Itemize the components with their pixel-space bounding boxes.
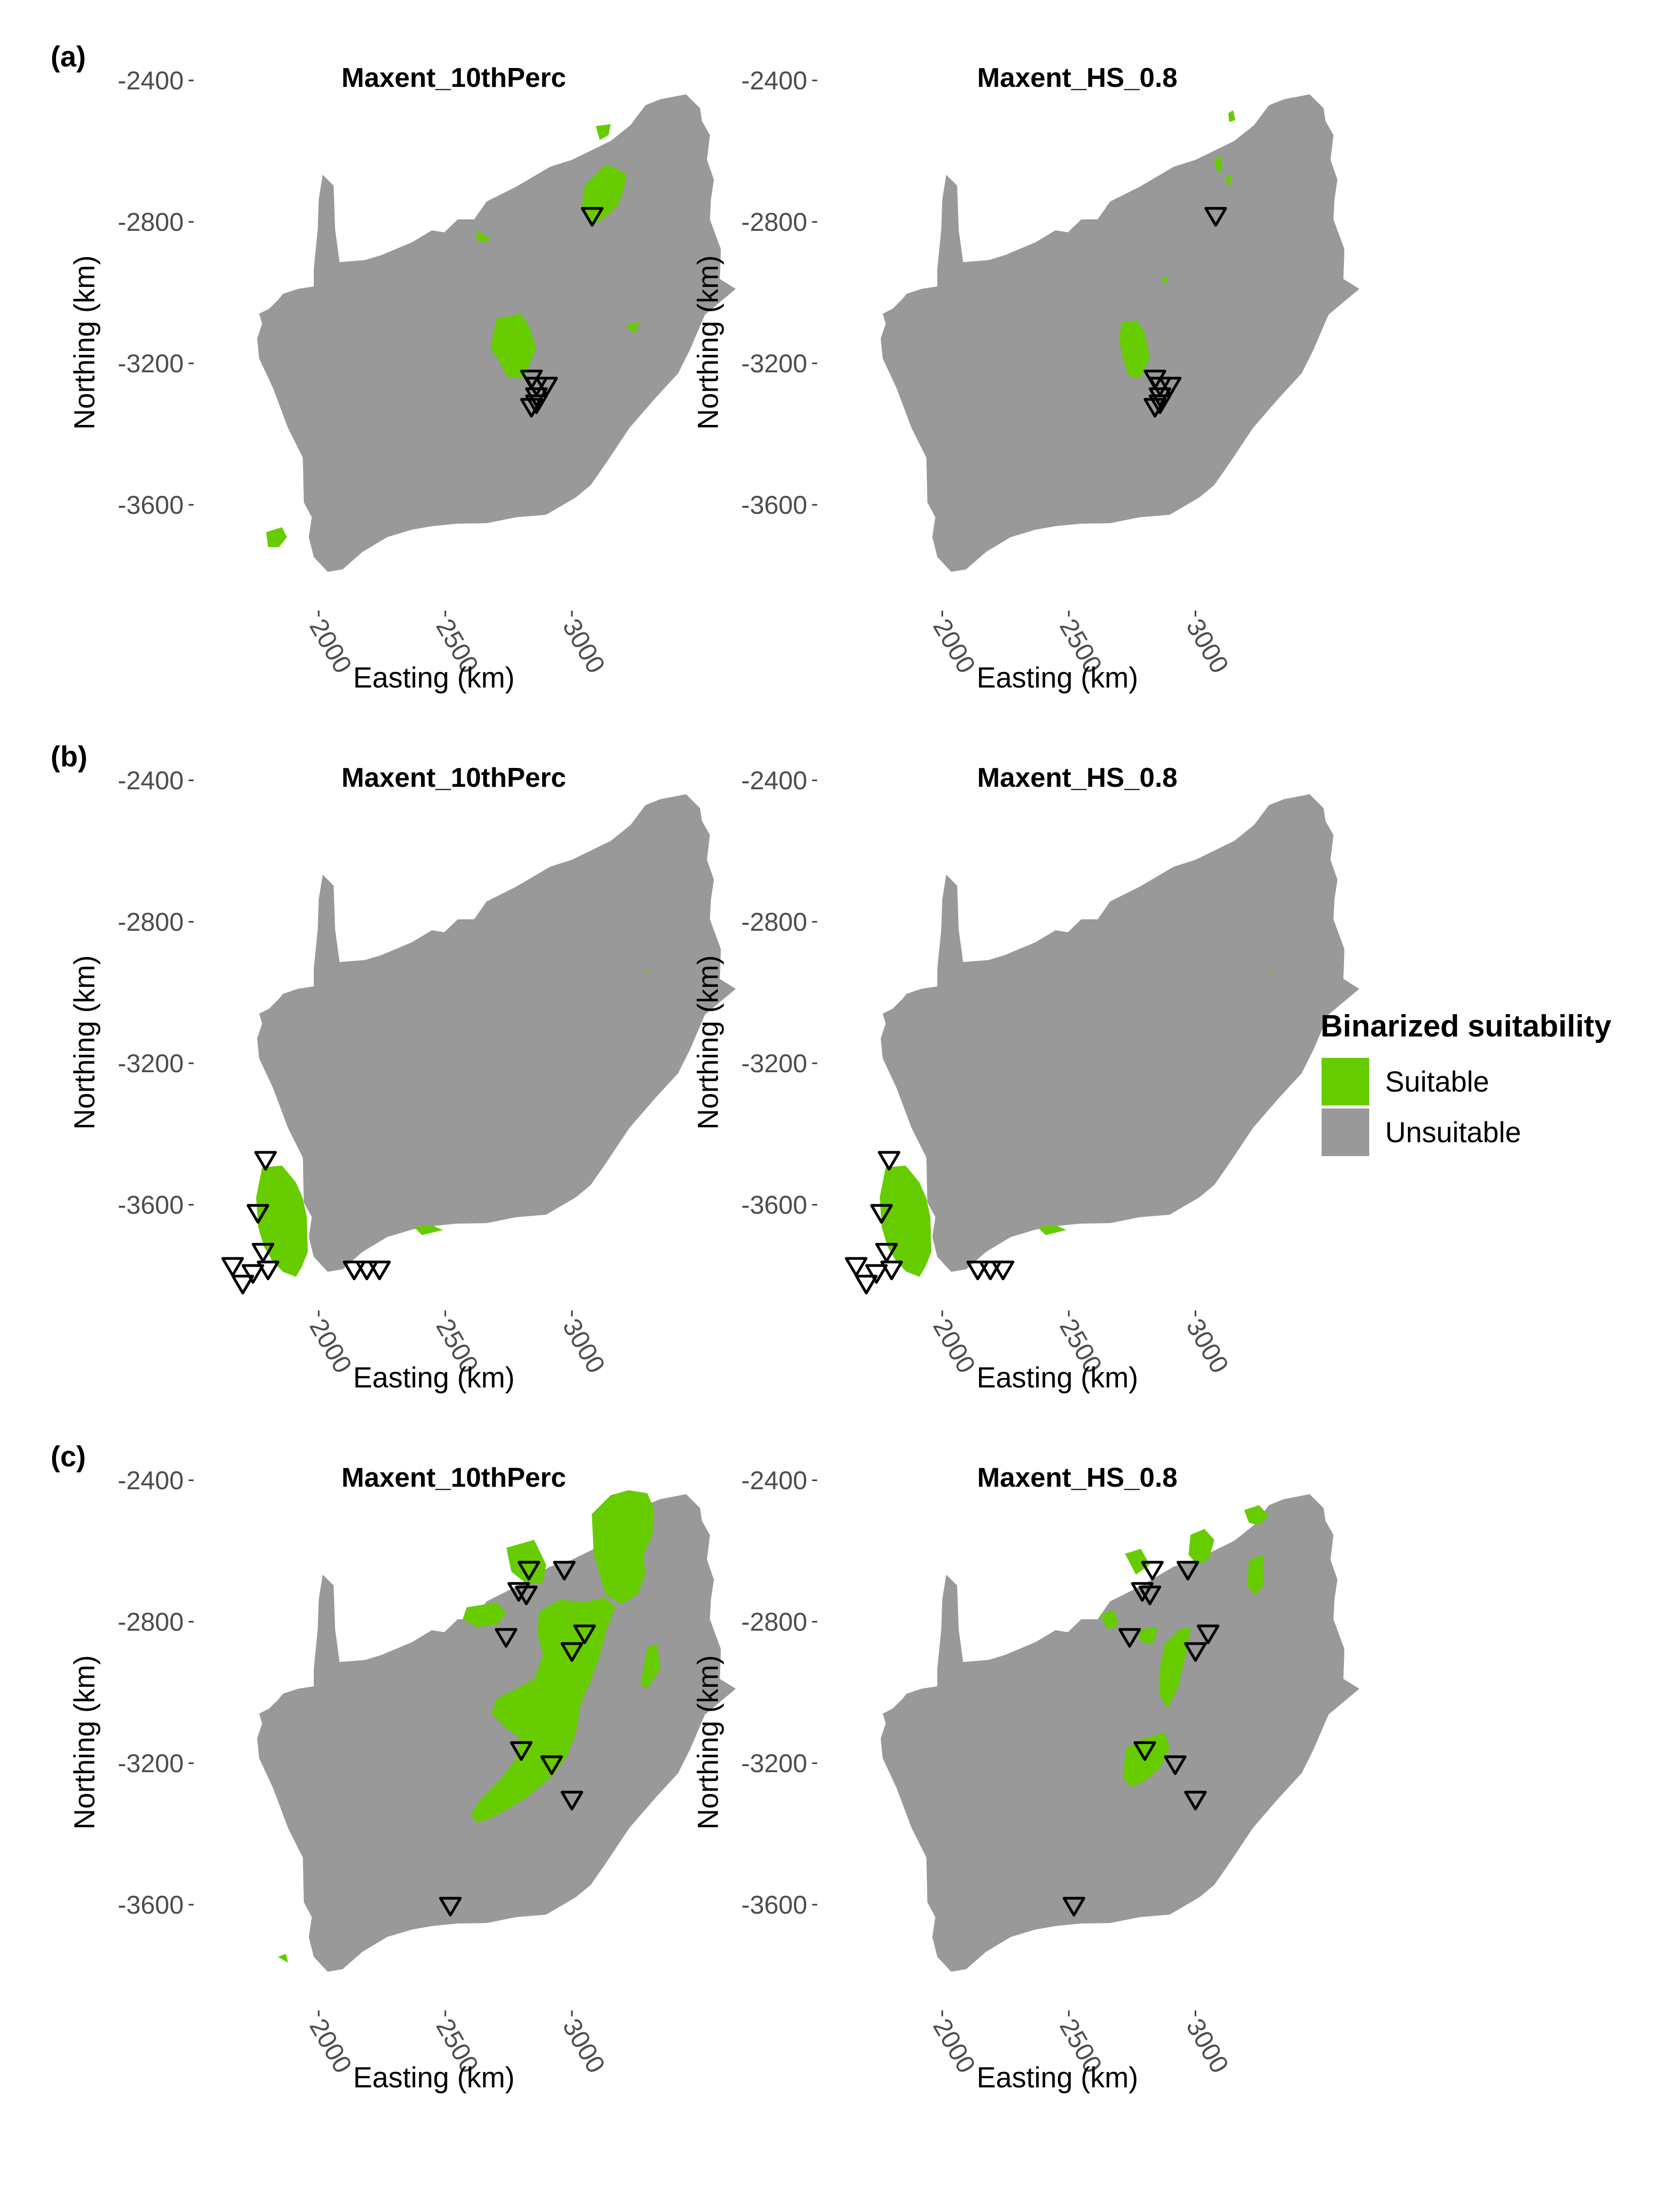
y-axis-title: Northing (km) xyxy=(692,1655,724,1829)
y-tick-label: -2800 xyxy=(741,908,807,937)
panel-title: Maxent_HS_0.8 xyxy=(977,62,1178,93)
map-area xyxy=(881,1494,1359,1972)
y-tick-label: -3600 xyxy=(741,1891,807,1920)
occurrence-marker xyxy=(866,1265,886,1282)
legend-label-suitable: Suitable xyxy=(1385,1066,1489,1098)
y-tick-label: -3600 xyxy=(118,1191,184,1220)
y-axis-title: Northing (km) xyxy=(69,255,101,429)
legend-swatch-suitable xyxy=(1322,1058,1369,1105)
x-tick-label: 3000 xyxy=(1181,2014,1234,2078)
y-tick-label: -3600 xyxy=(741,491,807,520)
unsuitable-region xyxy=(257,1494,736,1972)
x-tick-label: 2000 xyxy=(304,2014,357,2078)
y-tick-label: -2800 xyxy=(741,208,807,237)
unsuitable-region xyxy=(881,1494,1359,1972)
panel-title: Maxent_10thPerc xyxy=(342,762,566,793)
y-tick-label: -2800 xyxy=(741,1608,807,1637)
x-axis-title: Easting (km) xyxy=(353,2062,515,2094)
map-area xyxy=(257,94,736,572)
map-area xyxy=(257,1490,736,1972)
panel-title: Maxent_10thPerc xyxy=(342,62,566,93)
y-tick-label: -3200 xyxy=(118,1749,184,1778)
y-tick-label: -3200 xyxy=(118,349,184,378)
x-tick-label: 3000 xyxy=(557,614,611,678)
map-area xyxy=(223,794,736,1293)
y-tick-label: -3200 xyxy=(741,1749,807,1778)
figure-row: (c) Maxent_10thPerc -2400 -2800 -3200 -3600 20… xyxy=(51,1441,1359,2094)
y-tick-label: -2400 xyxy=(118,766,184,795)
y-tick-label: -3200 xyxy=(741,349,807,378)
x-tick-label: 2000 xyxy=(304,1314,357,1378)
occurrence-marker xyxy=(856,1276,876,1293)
x-tick-label: 3000 xyxy=(1181,614,1234,678)
panel-title: Maxent_HS_0.8 xyxy=(977,762,1178,793)
unsuitable-region xyxy=(881,794,1359,1272)
y-axis-title: Northing (km) xyxy=(69,955,101,1129)
y-tick-label: -3600 xyxy=(118,491,184,520)
legend-swatch-unsuitable xyxy=(1322,1108,1369,1156)
y-tick-label: -2400 xyxy=(741,1466,807,1495)
y-tick-label: -2400 xyxy=(118,1466,184,1495)
row-tag: (a) xyxy=(51,41,86,73)
unsuitable-region xyxy=(257,794,736,1272)
occurrence-marker xyxy=(846,1258,866,1275)
y-axis-title: Northing (km) xyxy=(692,955,724,1129)
x-tick-label: 3000 xyxy=(557,1314,611,1378)
map-area xyxy=(881,94,1359,572)
x-tick-label: 3000 xyxy=(557,2014,611,2078)
x-axis-title: Easting (km) xyxy=(353,1362,515,1394)
occurrence-marker xyxy=(223,1258,243,1275)
map-area xyxy=(846,794,1359,1293)
legend: Binarized suitability Suitable Unsuitabl… xyxy=(1321,1009,1611,1156)
row-tag: (c) xyxy=(51,1441,86,1473)
y-tick-label: -3600 xyxy=(118,1891,184,1920)
y-tick-label: -3200 xyxy=(741,1049,807,1078)
y-tick-label: -2800 xyxy=(118,1608,184,1637)
x-tick-label: 2000 xyxy=(927,1314,981,1378)
row-tag: (b) xyxy=(51,741,87,773)
x-tick-label: 2000 xyxy=(304,614,357,678)
occurrence-marker xyxy=(243,1265,263,1282)
x-axis-title: Easting (km) xyxy=(977,2062,1138,2094)
x-tick-label: 2000 xyxy=(927,614,981,678)
y-tick-label: -2400 xyxy=(741,67,807,95)
x-axis-title: Easting (km) xyxy=(977,662,1138,694)
y-tick-label: -2800 xyxy=(118,908,184,937)
x-axis-title: Easting (km) xyxy=(977,1362,1138,1394)
occurrence-marker xyxy=(233,1276,253,1293)
figure-row: (b) Maxent_10thPerc -2400 -2800 -3200 -3600 20… xyxy=(51,741,1359,1394)
figure-row: (a) Maxent_10thPerc -2400 -2800 -3200 -3600 20… xyxy=(51,41,1359,694)
legend-label-unsuitable: Unsuitable xyxy=(1385,1116,1521,1149)
y-tick-label: -2400 xyxy=(741,766,807,795)
x-tick-label: 3000 xyxy=(1181,1314,1234,1378)
y-axis-title: Northing (km) xyxy=(69,1655,101,1829)
y-tick-label: -3600 xyxy=(741,1191,807,1220)
panel-title: Maxent_HS_0.8 xyxy=(977,1462,1178,1493)
y-tick-label: -2800 xyxy=(118,208,184,237)
y-tick-label: -3200 xyxy=(118,1049,184,1078)
panel-title: Maxent_10thPerc xyxy=(342,1462,566,1493)
x-axis-title: Easting (km) xyxy=(353,662,515,694)
y-axis-title: Northing (km) xyxy=(692,255,724,429)
x-tick-label: 2000 xyxy=(927,2014,981,2078)
legend-title: Binarized suitability xyxy=(1321,1009,1611,1043)
y-tick-label: -2400 xyxy=(118,67,184,95)
